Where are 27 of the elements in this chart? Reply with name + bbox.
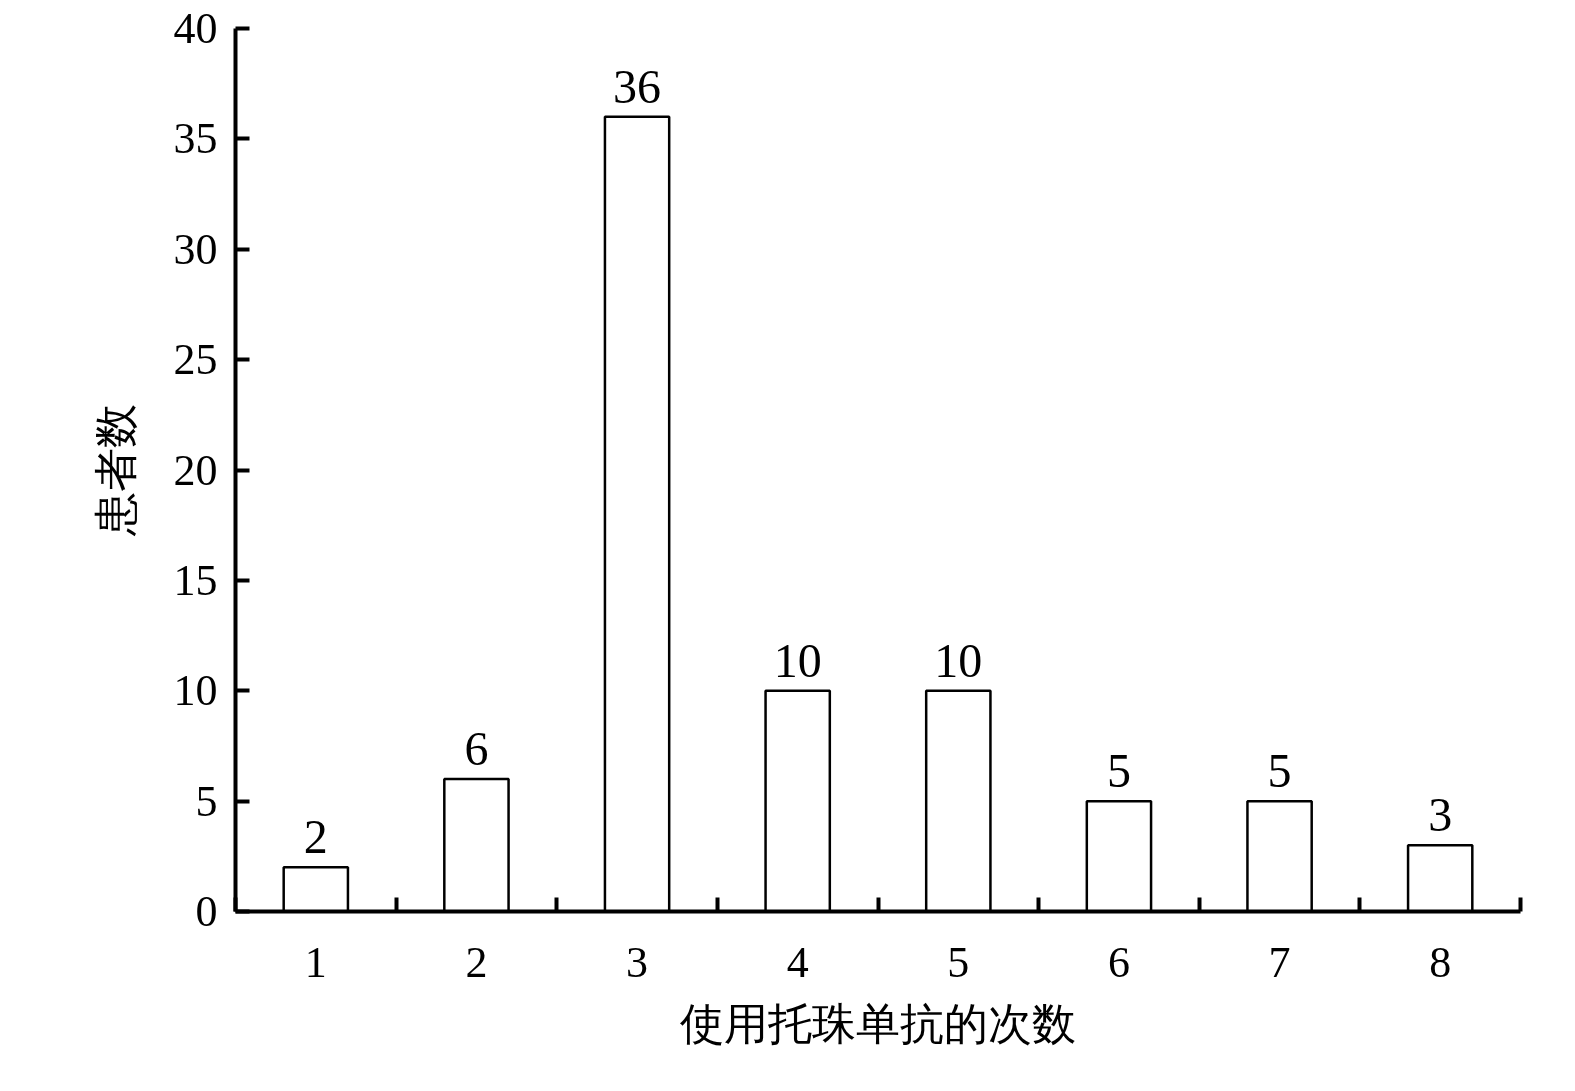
data-label: 36 [613, 59, 662, 113]
x-axis-title: 使用托珠单抗的次数 [680, 999, 1076, 1049]
data-label: 5 [1267, 744, 1292, 798]
data-label: 10 [934, 633, 983, 687]
x-tick-label: 5 [947, 937, 970, 987]
data-label: 10 [773, 633, 822, 687]
y-tick-label: 15 [173, 555, 218, 605]
x-tick-label: 7 [1268, 937, 1291, 987]
x-tick-label: 6 [1107, 937, 1130, 987]
data-label: 5 [1106, 744, 1131, 798]
x-tick-label: 2 [465, 937, 488, 987]
x-tick-label: 3 [626, 937, 649, 987]
y-tick-label: 20 [173, 445, 218, 495]
x-tick-label: 1 [304, 937, 327, 987]
x-tick-label: 8 [1429, 937, 1452, 987]
data-label: 6 [464, 722, 489, 776]
data-label: 2 [303, 810, 328, 864]
x-tick-label: 4 [786, 937, 809, 987]
data-label: 3 [1428, 788, 1453, 842]
y-tick-label: 0 [195, 887, 218, 936]
y-tick-label: 30 [173, 224, 218, 274]
y-tick-label: 10 [173, 666, 218, 716]
y-tick-label: 40 [173, 4, 218, 53]
y-tick-label: 25 [173, 335, 218, 385]
y-tick-label: 5 [195, 776, 218, 826]
y-tick-label: 35 [173, 114, 218, 164]
y-axis-title: 患者数 [91, 404, 141, 537]
